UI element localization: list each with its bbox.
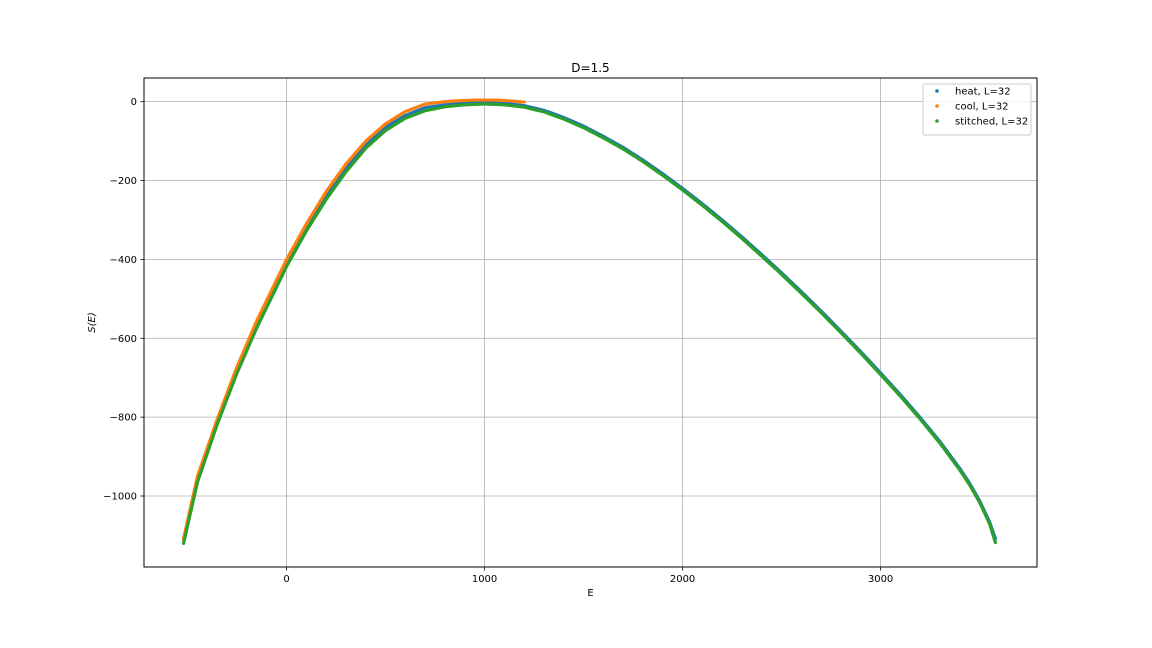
y-tick-label: −200 [110, 176, 137, 187]
legend-marker [935, 89, 939, 93]
data-point [522, 100, 526, 104]
y-tick-label: −400 [110, 255, 137, 266]
y-axis-label: S(E) [87, 312, 98, 332]
y-tick-label: 0 [131, 97, 137, 108]
x-tick-label: 2000 [670, 574, 695, 585]
legend: heat, L=32 cool, L=32 stitched, L=32 [922, 83, 1032, 136]
legend-box [922, 83, 1032, 136]
plot-data [182, 98, 998, 545]
legend-marker [935, 104, 939, 108]
x-tick-label: 3000 [868, 574, 893, 585]
plot-frame [143, 77, 1038, 568]
legend-label: stitched, L=32 [955, 117, 1028, 128]
series-2 [182, 102, 998, 545]
chart-title: D=1.5 [571, 61, 609, 75]
y-tick-label: −800 [110, 413, 137, 424]
x-axis-label: E [587, 588, 593, 599]
grid [144, 78, 1037, 567]
legend-label: heat, L=32 [955, 87, 1011, 98]
x-tick-label: 0 [283, 574, 289, 585]
legend-label: cool, L=32 [955, 102, 1009, 113]
legend-marker [935, 119, 939, 123]
x-tick-label: 1000 [472, 574, 497, 585]
axis-ticks: 0 1000 2000 3000 0 −200 −400 −600 −800 −1000 [103, 97, 893, 585]
y-tick-label: −600 [110, 334, 137, 345]
y-tick-label: −1000 [103, 492, 137, 503]
data-point [993, 540, 998, 545]
